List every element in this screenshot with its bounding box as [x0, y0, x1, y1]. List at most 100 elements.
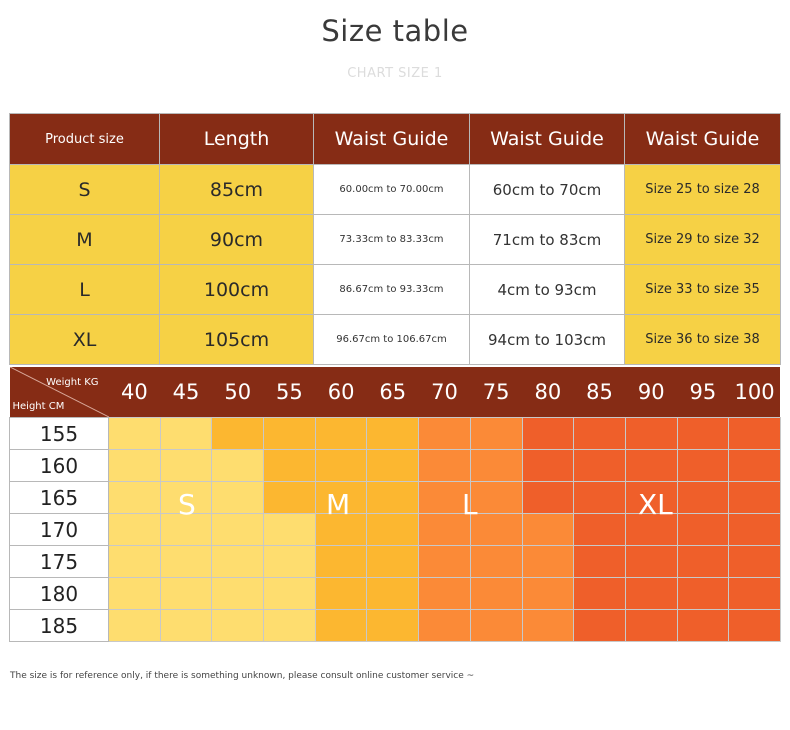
- size-zone-cell: [108, 449, 161, 482]
- height-cell: 185: [9, 609, 109, 642]
- size-zone-cell: [366, 481, 420, 514]
- waist-cell: 60.00cm to 70.00cm: [313, 164, 470, 215]
- height-row: 185: [9, 609, 781, 642]
- size-zone-cell: [418, 545, 471, 578]
- size-zone-cell: [418, 449, 471, 482]
- height-row: 165: [9, 481, 781, 514]
- size-zone-cell: [521, 577, 575, 610]
- size-zone-cell: [211, 513, 265, 546]
- weight-header-cell: 45: [160, 367, 212, 418]
- length-cell: 105cm: [159, 314, 314, 365]
- size-zone-cell: [263, 513, 316, 546]
- size-zone-cell: [159, 449, 213, 482]
- size-zone-cell: [728, 417, 781, 450]
- size-zone-cell: [314, 609, 368, 642]
- size-zone-cell: [314, 545, 368, 578]
- size-zone-cell: [469, 577, 523, 610]
- size-zone-cell: [159, 545, 213, 578]
- waist-cell: 73.33cm to 83.33cm: [313, 214, 470, 265]
- size-zone-cell: [418, 513, 471, 546]
- weight-header-cell: 70: [418, 367, 471, 418]
- size-zone-cell: [521, 417, 575, 450]
- size-zone-cell: [108, 609, 161, 642]
- size-zone-cell: [624, 609, 678, 642]
- zone-label-xl: XL: [638, 488, 673, 521]
- weight-header-cell: 55: [263, 367, 316, 418]
- diagonal-divider: [9, 367, 109, 417]
- size-zone-cell: [263, 577, 316, 610]
- size-zone-cell: [108, 481, 161, 514]
- size-zone-cell: [418, 609, 471, 642]
- size-zone-cell: [159, 513, 213, 546]
- table-row: XL 105cm 96.67cm to 106.67cm 94cm to 103…: [9, 314, 781, 365]
- size-zone-cell: [728, 513, 781, 546]
- zone-label-l: L: [462, 488, 478, 521]
- zone-label-s: S: [178, 488, 196, 521]
- waist-size-cell: Size 29 to size 32: [624, 214, 781, 265]
- weight-header-cell: 80: [522, 367, 574, 418]
- waist-cell: 71cm to 83cm: [469, 214, 625, 265]
- size-zone-cell: [314, 577, 368, 610]
- size-zone-cell: [676, 609, 730, 642]
- size-zone-cell: [728, 481, 781, 514]
- size-zone-cell: [573, 481, 626, 514]
- size-zone-cell: [366, 417, 420, 450]
- waist-cell: 4cm to 93cm: [469, 264, 625, 315]
- size-zone-cell: [159, 417, 213, 450]
- size-zone-cell: [314, 417, 368, 450]
- height-cell: 160: [9, 449, 109, 482]
- size-zone-cell: [211, 577, 265, 610]
- size-zone-cell: [573, 417, 626, 450]
- size-zone-cell: [366, 545, 420, 578]
- weight-header-cell: 75: [470, 367, 522, 418]
- size-zone-cell: [521, 545, 575, 578]
- weight-header-cell: 50: [211, 367, 264, 418]
- size-table: Product size Length Waist Guide Waist Gu…: [9, 113, 781, 365]
- waist-cell: 60cm to 70cm: [469, 164, 625, 215]
- waist-cell: 86.67cm to 93.33cm: [313, 264, 470, 315]
- size-zone-cell: [366, 577, 420, 610]
- size-zone-cell: [469, 513, 523, 546]
- size-zone-cell: [676, 449, 730, 482]
- height-cell: 165: [9, 481, 109, 514]
- size-zone-cell: [728, 577, 781, 610]
- size-zone-cell: [211, 545, 265, 578]
- size-zone-cell: [728, 609, 781, 642]
- size-zone-cell: [108, 513, 161, 546]
- size-zone-cell: [624, 577, 678, 610]
- header-waist-guide-1: Waist Guide: [313, 113, 470, 165]
- weight-header-cell: 100: [728, 367, 781, 418]
- height-cell: 170: [9, 513, 109, 546]
- size-zone-cell: [469, 449, 523, 482]
- size-zone-cell: [263, 609, 316, 642]
- size-zone-cell: [211, 609, 265, 642]
- size-zone-cell: [521, 481, 575, 514]
- weight-axis-label: Weight KG: [46, 377, 99, 388]
- size-zone-cell: [469, 545, 523, 578]
- size-zone-cell: [314, 449, 368, 482]
- size-zone-cell: [108, 417, 161, 450]
- size-zone-cell: [159, 481, 213, 514]
- zone-label-m: M: [326, 488, 351, 521]
- weight-header-cell: 40: [108, 367, 161, 418]
- size-zone-cell: [108, 577, 161, 610]
- size-zone-cell: [469, 417, 523, 450]
- length-cell: 85cm: [159, 164, 314, 215]
- header-length: Length: [159, 113, 314, 165]
- waist-cell: 96.67cm to 106.67cm: [313, 314, 470, 365]
- weight-header-cell: 65: [366, 367, 419, 418]
- size-zone-cell: [573, 449, 626, 482]
- size-zone-cell: [521, 513, 575, 546]
- grid-corner: Weight KG Height CM: [9, 367, 109, 418]
- size-zone-cell: [418, 577, 471, 610]
- height-row: 155: [9, 417, 781, 450]
- length-cell: 90cm: [159, 214, 314, 265]
- size-zone-cell: [676, 545, 730, 578]
- size-zone-cell: [573, 545, 626, 578]
- size-zone-cell: [624, 481, 678, 514]
- size-cell: S: [9, 164, 160, 215]
- page-title: Size table: [321, 14, 469, 48]
- length-cell: 100cm: [159, 264, 314, 315]
- size-zone-cell: [676, 417, 730, 450]
- size-zone-cell: [159, 609, 213, 642]
